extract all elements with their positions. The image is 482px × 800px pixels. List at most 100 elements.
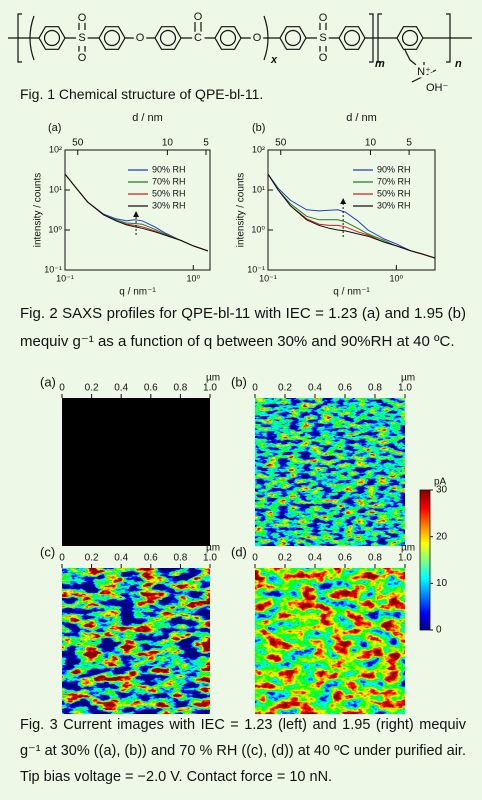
benzene-ring: [279, 26, 307, 50]
axis-tick-label: 0.8: [173, 383, 187, 394]
atom-label: O: [253, 32, 262, 44]
axis-tick-label: 0.2: [278, 553, 292, 564]
current-image: [255, 398, 405, 546]
y-tick-label: 10²: [252, 144, 265, 154]
axis-tick-label: 0: [252, 383, 258, 394]
plot-frame: [64, 149, 211, 271]
legend-label: 30% RH: [152, 200, 186, 210]
y-axis-title: intensity / counts: [236, 173, 247, 247]
atom-label: O: [194, 11, 203, 23]
aromatic-circle: [219, 29, 237, 47]
atom-label: N⁺: [417, 66, 431, 78]
benzene-ring: [38, 26, 66, 50]
axis-tick-label: 0: [252, 553, 258, 564]
aromatic-circle: [103, 29, 121, 47]
x-tick-label: 10⁰: [186, 273, 200, 283]
current-image: [255, 568, 405, 714]
current-image: [62, 568, 210, 714]
plot-frame: [267, 149, 436, 271]
colorbar-tick-label: 30: [436, 485, 448, 496]
benzene-ring: [214, 26, 242, 50]
top-axis-title: d / nm: [132, 112, 163, 124]
panel-label: (b): [252, 122, 265, 134]
top-tick-label: 5: [203, 138, 209, 149]
atom-label: S: [319, 32, 326, 44]
top-tick-label: 50: [275, 138, 287, 149]
y-tick-label: 10⁰: [48, 224, 62, 234]
colorbar: [419, 489, 431, 631]
panel-label: (b): [231, 374, 247, 389]
legend-label: 90% RH: [377, 164, 411, 174]
legend-label: 30% RH: [377, 200, 411, 210]
axis-tick-label: 1.0: [203, 553, 217, 564]
chemical-structure: [8, 13, 472, 83]
axis-tick-label: 0.8: [368, 553, 382, 564]
top-tick-label: 10: [365, 138, 377, 149]
aromatic-circle: [343, 29, 361, 47]
panel-label: (a): [48, 122, 61, 134]
atom-label: C: [194, 32, 202, 44]
panel-label: (a): [40, 374, 56, 389]
aromatic-circle: [43, 29, 61, 47]
panel-label: (c): [40, 544, 55, 559]
y-tick-label: 10⁻¹: [247, 264, 265, 274]
top-tick-label: 50: [72, 138, 84, 149]
atom-label: O: [136, 32, 145, 44]
x-tick-label: 10⁻¹: [56, 273, 74, 283]
axis-unit: µm: [206, 373, 220, 384]
legend-label: 50% RH: [152, 188, 186, 198]
axis-tick-label: 0.4: [308, 553, 322, 564]
subscript: n: [455, 58, 462, 70]
benzene-ring: [396, 26, 424, 50]
y-axis-title: intensity / counts: [33, 173, 44, 247]
atom-label: O: [319, 12, 328, 24]
figure-caption: Fig. 3 Current images with IEC = 1.23 (l…: [20, 717, 466, 785]
figure-caption: Fig. 1 Chemical structure of QPE-bl-11.: [20, 86, 264, 102]
y-tick-label: 10²: [49, 144, 62, 154]
data-line: [268, 173, 435, 259]
current-image: [62, 398, 210, 546]
axis-tick-label: 1.0: [398, 383, 412, 394]
benzene-ring: [98, 26, 126, 50]
axis-tick-label: 0.2: [85, 553, 99, 564]
axis-tick-label: 0: [59, 553, 65, 564]
aromatic-circle: [401, 29, 419, 47]
atom-label: S: [78, 32, 85, 44]
aromatic-circle: [159, 29, 177, 47]
arrowhead: [340, 198, 347, 204]
axis-tick-label: 1.0: [203, 383, 217, 394]
subscript: x: [270, 54, 278, 66]
data-line: [65, 173, 209, 252]
benzene-ring: [338, 26, 366, 50]
axis-tick-label: 0.6: [144, 383, 158, 394]
axis-unit: µm: [401, 373, 415, 384]
figure-caption: Fig. 2 SAXS profiles for QPE-bl-11 with …: [20, 305, 466, 350]
axis-tick-label: 0.8: [368, 383, 382, 394]
subscript: m: [375, 58, 385, 70]
aromatic-circle: [284, 29, 302, 47]
axis-unit: µm: [206, 543, 220, 554]
x-tick-label: 10⁰: [390, 273, 404, 283]
y-tick-label: 10¹: [252, 184, 265, 194]
y-tick-label: 10⁻¹: [44, 264, 62, 274]
x-axis-title: q / nm⁻¹: [333, 287, 370, 298]
x-axis-title: q / nm⁻¹: [119, 287, 156, 298]
colorbar-tick-label: 0: [436, 625, 442, 636]
axis-tick-label: 0.4: [308, 383, 322, 394]
axis-tick-label: 1.0: [398, 553, 412, 564]
data-line: [268, 173, 435, 259]
axis-tick-label: 0.8: [173, 553, 187, 564]
x-tick-label: 10⁻¹: [259, 273, 277, 283]
panel-label: (d): [231, 544, 247, 559]
y-tick-label: 10¹: [49, 184, 62, 194]
colorbar-unit: pA: [434, 477, 447, 488]
top-tick-label: 5: [406, 138, 412, 149]
axis-tick-label: 0.6: [338, 383, 352, 394]
colorbar-tick-label: 10: [436, 578, 448, 589]
legend-label: 70% RH: [152, 176, 186, 186]
top-axis-title: d / nm: [346, 112, 377, 124]
arrowhead: [133, 211, 140, 217]
axis-tick-label: 0.4: [114, 553, 128, 564]
